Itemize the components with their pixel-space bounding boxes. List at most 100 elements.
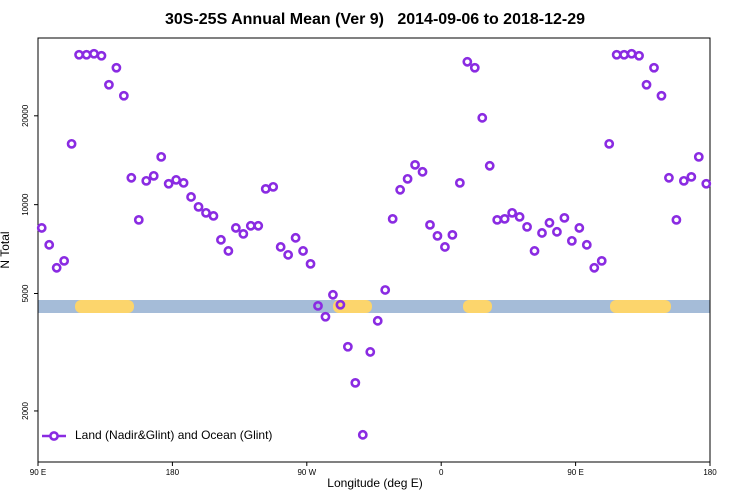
point bbox=[230, 223, 241, 233]
plot-frame bbox=[37, 37, 711, 463]
point bbox=[581, 239, 592, 250]
point bbox=[290, 232, 301, 243]
land-band bbox=[463, 300, 492, 313]
point bbox=[89, 48, 99, 59]
point bbox=[537, 228, 547, 238]
point bbox=[104, 79, 114, 90]
point bbox=[514, 211, 525, 222]
point bbox=[126, 172, 137, 183]
point bbox=[469, 62, 480, 73]
point bbox=[216, 234, 226, 245]
point bbox=[574, 223, 585, 233]
point bbox=[275, 242, 286, 252]
point bbox=[604, 138, 615, 149]
chart-title: 30S-25S Annual Mean (Ver 9) 2014-09-06 t… bbox=[165, 11, 585, 28]
y-tick-label: 5000 bbox=[21, 284, 30, 302]
point bbox=[417, 166, 428, 177]
point bbox=[350, 377, 361, 388]
point bbox=[178, 177, 189, 188]
point bbox=[342, 341, 353, 352]
x-tick-label: 90 E bbox=[567, 468, 583, 477]
point bbox=[425, 219, 435, 230]
point bbox=[664, 172, 674, 183]
point bbox=[440, 242, 450, 252]
y-tick-label: 10000 bbox=[21, 193, 30, 216]
point bbox=[66, 138, 77, 149]
point bbox=[492, 214, 503, 225]
point bbox=[686, 171, 697, 182]
point bbox=[208, 211, 219, 221]
point bbox=[619, 49, 630, 60]
land-band bbox=[610, 300, 671, 313]
point bbox=[656, 90, 667, 101]
ocean-band bbox=[38, 300, 710, 313]
point bbox=[499, 213, 510, 224]
x-tick-label: 180 bbox=[703, 468, 717, 477]
point bbox=[671, 214, 682, 225]
point bbox=[59, 255, 70, 266]
point bbox=[141, 175, 152, 186]
point bbox=[477, 112, 488, 123]
point bbox=[111, 62, 122, 73]
point bbox=[611, 49, 622, 60]
point bbox=[357, 429, 368, 440]
point bbox=[462, 56, 473, 67]
point bbox=[484, 160, 495, 171]
x-axis-label: Longitude (deg E) bbox=[327, 476, 422, 490]
point bbox=[529, 246, 540, 256]
y-tick-label: 2000 bbox=[21, 402, 30, 420]
point bbox=[163, 178, 174, 189]
point bbox=[245, 220, 256, 231]
point bbox=[626, 48, 637, 59]
point bbox=[320, 311, 331, 322]
point bbox=[253, 220, 264, 231]
point bbox=[365, 347, 376, 357]
point bbox=[186, 192, 196, 202]
point bbox=[36, 223, 47, 233]
point bbox=[148, 170, 159, 181]
point bbox=[522, 221, 532, 232]
point bbox=[559, 212, 570, 223]
x-tick-label: 180 bbox=[166, 468, 180, 477]
point bbox=[693, 151, 704, 162]
point bbox=[649, 62, 659, 73]
point bbox=[201, 207, 211, 218]
point bbox=[328, 289, 338, 300]
point bbox=[223, 246, 234, 256]
point bbox=[589, 262, 600, 273]
point bbox=[544, 217, 555, 228]
point bbox=[81, 49, 92, 60]
point bbox=[283, 249, 294, 260]
x-tick-label: 90 E bbox=[30, 468, 46, 477]
x-tick-label: 0 bbox=[439, 468, 444, 477]
point bbox=[298, 246, 308, 256]
y-tick-label: 20000 bbox=[21, 104, 30, 127]
point bbox=[678, 175, 689, 186]
point bbox=[238, 229, 249, 239]
point bbox=[156, 151, 167, 162]
point bbox=[372, 315, 383, 326]
point bbox=[380, 285, 391, 295]
point bbox=[552, 226, 562, 237]
point bbox=[44, 239, 55, 250]
point bbox=[410, 159, 420, 170]
point bbox=[395, 184, 406, 195]
series bbox=[36, 48, 712, 440]
point bbox=[74, 49, 84, 60]
point bbox=[335, 299, 346, 310]
land-band bbox=[75, 300, 134, 313]
x-tick-label: 90 W bbox=[297, 468, 316, 477]
point bbox=[305, 258, 316, 269]
legend-marker bbox=[49, 431, 59, 441]
point bbox=[171, 175, 182, 185]
point bbox=[454, 177, 465, 188]
point bbox=[566, 235, 577, 246]
point bbox=[507, 207, 518, 218]
point bbox=[133, 214, 144, 225]
point bbox=[118, 90, 129, 101]
surface-band bbox=[38, 300, 710, 313]
y-axis-label: N Total bbox=[0, 231, 12, 268]
point bbox=[596, 255, 607, 266]
point bbox=[387, 213, 398, 224]
